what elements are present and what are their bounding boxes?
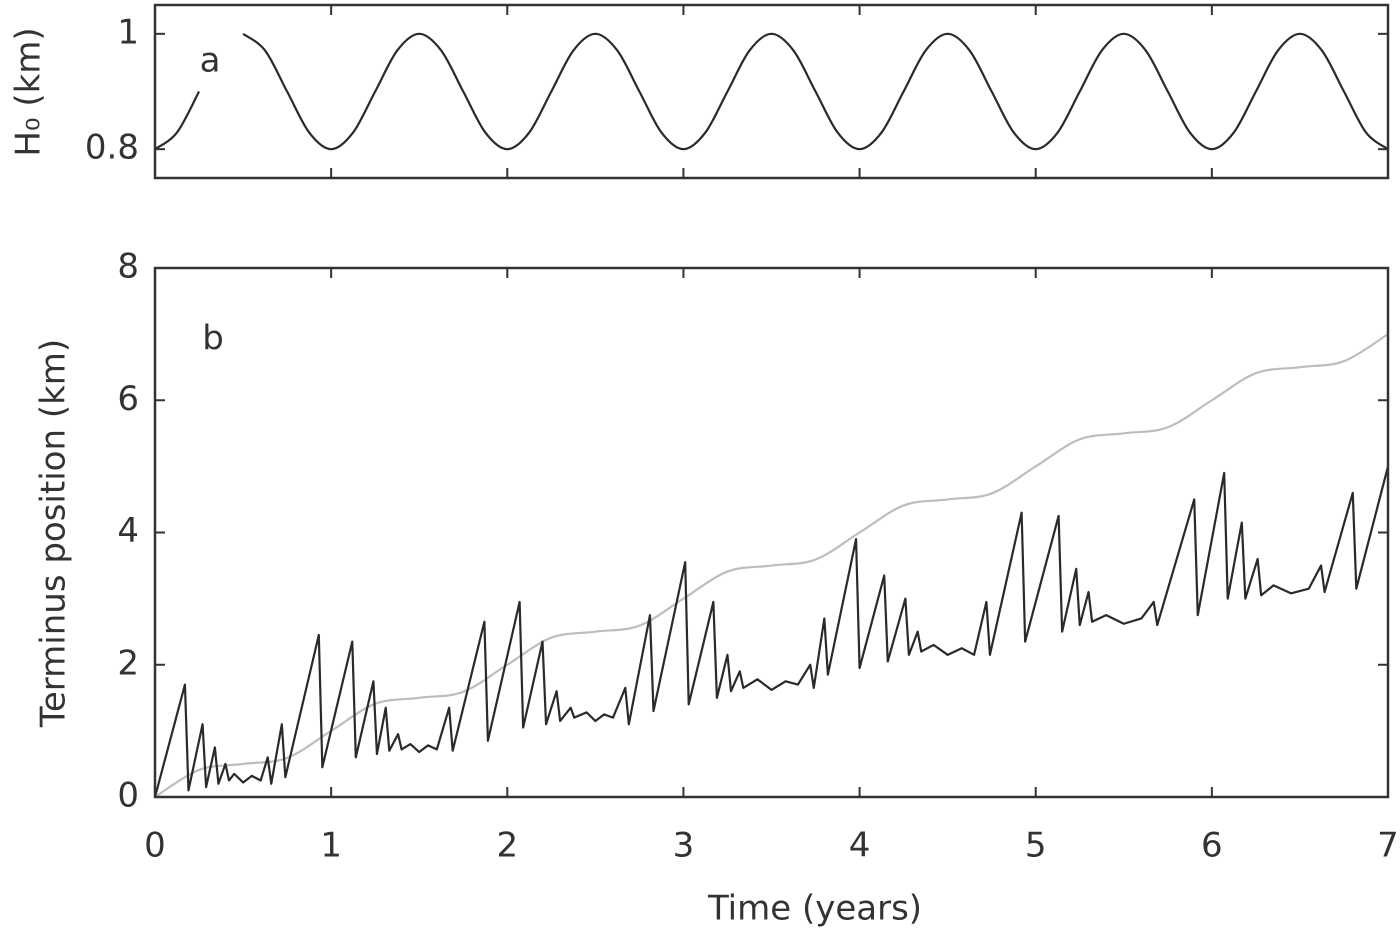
x-tick-label: 0: [144, 826, 166, 866]
y-tick-label: 1: [117, 12, 139, 52]
y-axis-label: Terminus position (km): [34, 339, 74, 728]
x-tick-label: 3: [673, 826, 695, 866]
data-line: [154, 333, 1389, 798]
y-tick-label: 4: [117, 511, 139, 551]
plot-frame: [153, 3, 1390, 180]
data-line: [154, 32, 1389, 151]
x-tick-label: 2: [496, 826, 518, 866]
panel-label: b: [202, 319, 224, 359]
x-tick-label: 4: [849, 826, 871, 866]
x-tick-label: 5: [1025, 826, 1047, 866]
y-tick-label: 0: [117, 776, 139, 816]
y-tick-label: 2: [117, 643, 139, 683]
data-line: [153, 466, 1390, 798]
plot-frame: [153, 266, 1390, 799]
x-tick-label: 1: [320, 826, 342, 866]
x-axis-label: Time (years): [707, 889, 922, 929]
panel-label: a: [200, 41, 221, 81]
x-tick-label: 6: [1201, 826, 1223, 866]
y-axis-label: H₀ (km): [9, 27, 49, 156]
y-tick-label: 6: [117, 379, 139, 419]
y-tick-label: 0.8: [85, 128, 139, 168]
y-tick-label: 8: [117, 247, 139, 287]
x-tick-label: 7: [1377, 826, 1399, 866]
